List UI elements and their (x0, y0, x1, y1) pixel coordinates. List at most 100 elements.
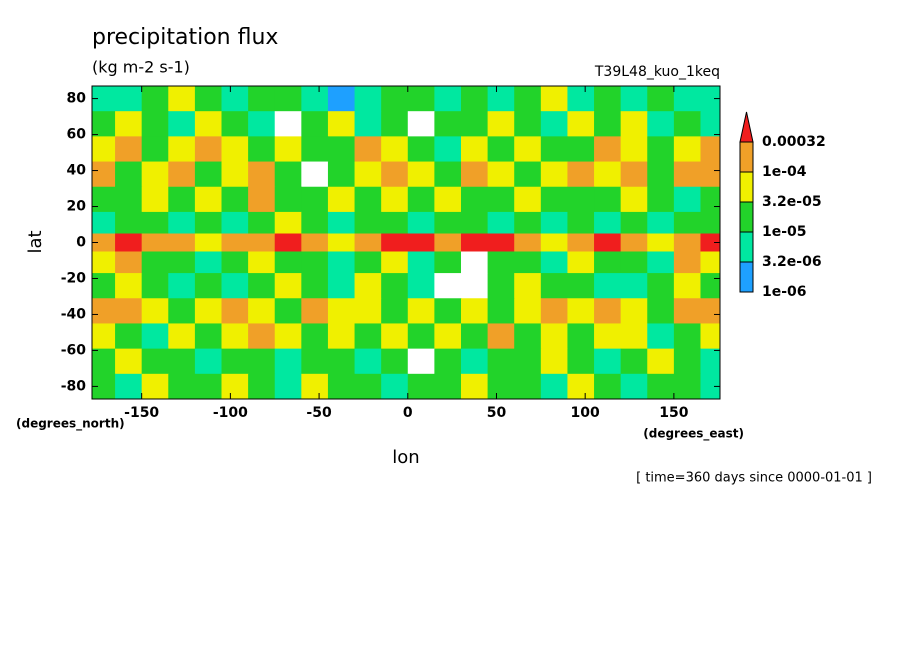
field-cell (620, 111, 648, 137)
time-footer: [ time=360 days since 0000-01-01 ] (636, 471, 872, 486)
field-cell (594, 161, 622, 188)
field-cell (514, 323, 542, 350)
field-cell (567, 161, 595, 188)
field-cell (221, 233, 249, 252)
field-cell (354, 273, 382, 299)
field-cell (354, 86, 382, 112)
field-cell (620, 273, 648, 299)
field-cell (594, 273, 622, 299)
field-cell (381, 161, 409, 188)
field-cell (567, 111, 595, 137)
field-cell (487, 348, 515, 375)
field-cell (301, 298, 329, 324)
field-cell (540, 298, 568, 324)
field-cell (514, 251, 542, 274)
x-tick-label: 0 (403, 405, 413, 421)
field-cell (168, 136, 196, 163)
field-cell (274, 211, 302, 235)
field-cell (221, 136, 249, 163)
x-tick-label: -150 (124, 405, 159, 421)
field-cell (141, 211, 169, 235)
field-cell (168, 111, 196, 137)
field-cell (620, 298, 648, 324)
field-cell (301, 161, 329, 188)
field-cell (115, 111, 143, 137)
field-cell (327, 161, 356, 188)
field-cell (141, 373, 169, 400)
field-cell (540, 348, 568, 375)
field-cell (327, 323, 356, 350)
field-cell (540, 86, 568, 112)
field-cell (647, 373, 675, 400)
y-tick-label: -60 (61, 342, 87, 358)
chart-title: precipitation flux (92, 25, 278, 50)
run-label: T39L48_kuo_1keq (594, 64, 720, 80)
field-cell (700, 211, 721, 235)
field-cell (434, 233, 462, 252)
field-cell (407, 251, 435, 274)
field-cell (487, 233, 515, 252)
field-cell (407, 373, 435, 400)
field-cell (487, 323, 515, 350)
field-cell (381, 323, 409, 350)
field-cell (647, 233, 675, 252)
field-cell (700, 298, 721, 324)
field-cell (274, 233, 302, 252)
field-cell (248, 186, 276, 213)
field-cell (620, 161, 648, 188)
field-cell (673, 86, 701, 112)
field-cell (434, 273, 462, 299)
field-cell (620, 251, 648, 274)
field-cell (647, 298, 675, 324)
field-cell (514, 86, 542, 112)
field-cell (327, 273, 356, 299)
field-cell (194, 273, 223, 299)
field-cell (221, 298, 249, 324)
y-tick-label: 80 (67, 91, 87, 107)
field-cell (487, 161, 515, 188)
field-cell (434, 136, 462, 163)
field-cell (514, 233, 542, 252)
field-cell (514, 348, 542, 375)
field-cell (274, 373, 302, 400)
field-cell (434, 298, 462, 324)
field-cell (301, 136, 329, 163)
field-cell (567, 186, 595, 213)
field-cell (354, 136, 382, 163)
field-cell (221, 86, 249, 112)
field-cell (141, 186, 169, 213)
field-cell (248, 373, 276, 400)
field-cell (248, 86, 276, 112)
field-cell (381, 233, 409, 252)
field-cell (354, 323, 382, 350)
field-cell (141, 348, 169, 375)
field-cell (248, 323, 276, 350)
field-cell (487, 186, 515, 213)
field-cell (194, 373, 223, 400)
field-cell (434, 161, 462, 188)
field-cell (434, 251, 462, 274)
field-cell (487, 373, 515, 400)
field-cell (700, 348, 721, 375)
field-cell (194, 348, 223, 375)
field-cell (673, 251, 701, 274)
field-cell (327, 186, 356, 213)
field-cell (673, 211, 701, 235)
field-cell (460, 348, 489, 375)
field-cell (221, 211, 249, 235)
field-cell (700, 86, 721, 112)
field-cell (168, 186, 196, 213)
field-cell (567, 86, 595, 112)
field-cell (301, 251, 329, 274)
field-cell (434, 86, 462, 112)
field-cell (194, 251, 223, 274)
field-cell (221, 251, 249, 274)
field-cell (594, 86, 622, 112)
field-cell (407, 298, 435, 324)
field-cell (567, 373, 595, 400)
field-cell (92, 273, 116, 299)
field-cell (115, 298, 143, 324)
field-cell (301, 111, 329, 137)
field-cell (567, 298, 595, 324)
field-cell (327, 233, 356, 252)
